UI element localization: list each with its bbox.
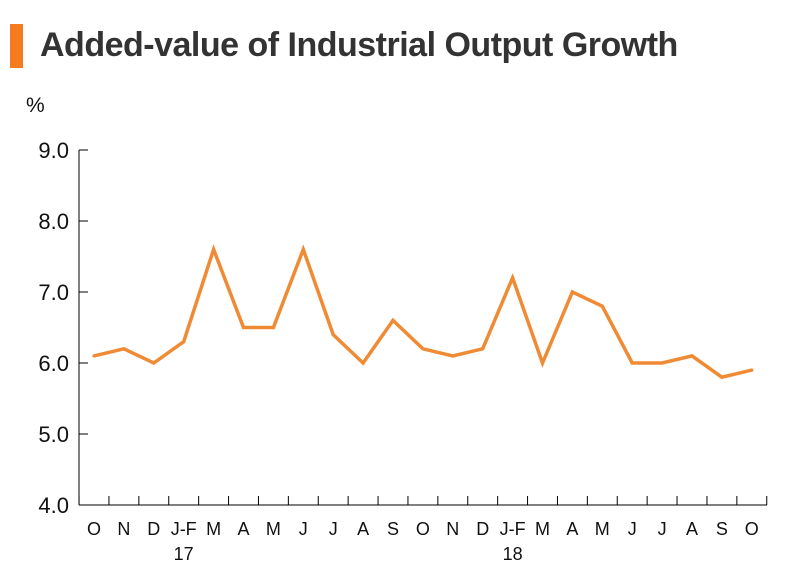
data-point <box>481 347 485 351</box>
axes <box>78 149 768 506</box>
title-accent-bar <box>10 24 23 68</box>
y-axis-unit: % <box>26 94 45 117</box>
data-point <box>690 354 694 358</box>
data-point <box>92 354 96 358</box>
data-point <box>301 247 305 251</box>
y-tick-label: 8.0 <box>38 209 69 234</box>
x-tick-label: O <box>745 519 759 539</box>
x-tick-label: J <box>299 519 308 539</box>
x-tick-label: N <box>117 519 130 539</box>
x-tick-label: O <box>416 519 430 539</box>
x-tick-label: A <box>566 519 578 539</box>
data-point <box>630 361 634 365</box>
x-tick-label: S <box>716 519 728 539</box>
data-point <box>241 325 246 330</box>
x-tick-label: D <box>476 519 489 539</box>
data-point <box>271 325 275 330</box>
series-line <box>93 244 753 380</box>
y-tick-label: 6.0 <box>38 351 69 376</box>
data-point <box>421 347 425 351</box>
year-label: 18 <box>503 544 523 564</box>
x-tick-label: N <box>446 519 459 539</box>
x-tick-label: O <box>87 519 101 539</box>
data-point <box>660 361 664 365</box>
data-point <box>182 340 186 344</box>
x-tick-label: J <box>658 519 667 539</box>
data-point <box>570 290 575 294</box>
year-label: 17 <box>174 544 194 564</box>
y-tick-label: 5.0 <box>38 422 69 447</box>
data-point <box>391 318 395 322</box>
data-point <box>122 347 126 351</box>
x-tick-label: J-F <box>171 519 197 539</box>
data-point <box>331 333 335 337</box>
x-tick-label: J <box>329 519 338 539</box>
data-point <box>720 375 724 379</box>
x-tick-label: A <box>357 519 369 539</box>
x-tick-labels: O N D J-F M A M J J A S O N D J-F M A M J J A S O17 18 <box>87 519 759 564</box>
x-tick-label: A <box>237 519 249 539</box>
x-tick-label: A <box>686 519 698 539</box>
data-point <box>600 304 604 308</box>
x-tick-label: J <box>628 519 637 539</box>
data-point <box>540 361 545 365</box>
x-tick-label: M <box>206 519 221 539</box>
x-tick-label: D <box>147 519 160 539</box>
data-point <box>212 247 216 251</box>
data-point <box>152 361 156 365</box>
data-point <box>510 276 515 280</box>
x-tick-label: M <box>595 519 610 539</box>
y-tick-label: 4.0 <box>38 493 69 518</box>
y-tick-labels: 4.0 5.0 6.0 7.0 8.0 9.0 <box>38 138 69 518</box>
x-tick-label: J-F <box>500 519 526 539</box>
data-point <box>750 368 754 372</box>
y-tick-label: 9.0 <box>38 138 69 163</box>
data-point <box>361 361 365 365</box>
series-layer <box>92 244 754 380</box>
y-tick-label: 7.0 <box>38 280 69 305</box>
x-tick-label: M <box>535 519 550 539</box>
x-tick-label: S <box>387 519 399 539</box>
chart-title: Added-value of Industrial Output Growth <box>40 26 678 64</box>
x-tick-label: M <box>266 519 281 539</box>
data-point <box>451 354 455 358</box>
